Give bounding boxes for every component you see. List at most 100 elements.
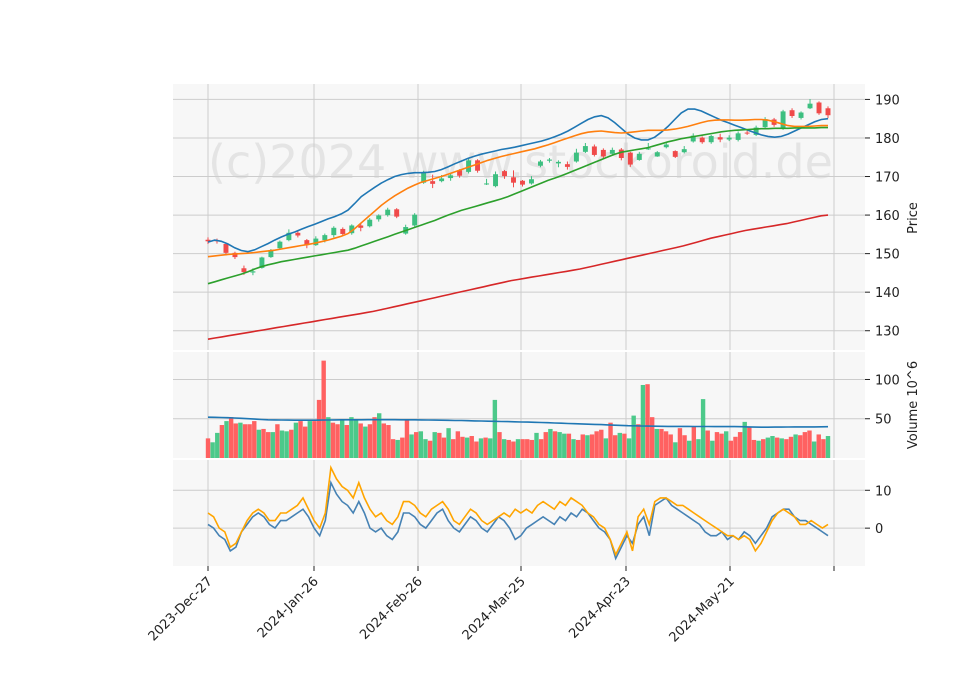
oscillator-y-tick-label: 0 bbox=[875, 522, 883, 537]
volume-bar bbox=[418, 431, 424, 458]
volume-bar bbox=[349, 417, 354, 458]
volume-bar bbox=[659, 428, 664, 458]
volume-bar bbox=[400, 437, 405, 458]
x-tick-label: 2024-Apr-23 bbox=[566, 574, 633, 641]
volume-bar bbox=[821, 439, 826, 458]
volume-bar bbox=[700, 399, 706, 458]
volume-bar bbox=[353, 420, 359, 458]
candle-body-up bbox=[250, 271, 256, 273]
volume-bar bbox=[261, 428, 266, 458]
volume-bar bbox=[742, 421, 747, 458]
volume-bar bbox=[543, 432, 548, 458]
volume-bar bbox=[774, 437, 780, 458]
volume-bar bbox=[488, 438, 493, 458]
volume-bar bbox=[256, 429, 262, 458]
volume-bar bbox=[816, 434, 821, 458]
volume-bar bbox=[575, 439, 581, 458]
volume-bar bbox=[409, 434, 414, 458]
volume-moving-average-line bbox=[207, 416, 829, 429]
volume-bar bbox=[289, 429, 294, 458]
volume-bar bbox=[636, 424, 641, 458]
volume-bar bbox=[228, 417, 234, 458]
volume-bar bbox=[423, 439, 428, 458]
candle-body-down bbox=[816, 102, 822, 114]
candle-body-down bbox=[699, 137, 705, 143]
candle-body-down bbox=[627, 152, 633, 165]
candle-body-up bbox=[735, 133, 741, 140]
volume-bar bbox=[427, 440, 433, 458]
candle-body-up bbox=[681, 149, 687, 153]
volume-bar bbox=[376, 413, 382, 458]
volume-bar bbox=[372, 417, 377, 458]
candle-body-up bbox=[466, 160, 472, 172]
price-y-tick-label: 130 bbox=[875, 325, 900, 340]
volume-bar bbox=[414, 432, 419, 458]
volume-bar bbox=[761, 439, 766, 458]
candle-body-up bbox=[555, 161, 561, 164]
volume-bar bbox=[293, 422, 299, 458]
volume-bar bbox=[474, 441, 479, 458]
price-y-tick-label: 150 bbox=[875, 248, 900, 263]
candle-body-up bbox=[259, 257, 265, 268]
candle-body-up bbox=[780, 111, 786, 129]
x-tick-label: 2024-Jan-26 bbox=[255, 574, 322, 641]
volume-bar bbox=[691, 426, 697, 458]
candle-body-up bbox=[708, 136, 714, 143]
volume-bar bbox=[668, 434, 673, 458]
volume-bar bbox=[205, 438, 211, 458]
volume-bar bbox=[210, 442, 215, 458]
volume-bar bbox=[469, 436, 474, 458]
candle-body-down bbox=[502, 171, 507, 177]
candle-body-up bbox=[412, 214, 418, 226]
volume-bar bbox=[233, 423, 238, 458]
volume-bar bbox=[682, 435, 687, 458]
volume-bar bbox=[626, 438, 632, 458]
volume-axis-label: Volume 10^6 bbox=[906, 361, 921, 449]
volume-bar bbox=[330, 422, 336, 458]
oscillator-line-2 bbox=[207, 464, 829, 557]
candle-body-down bbox=[304, 240, 310, 246]
volume-bar bbox=[756, 440, 761, 458]
volume-bar bbox=[585, 435, 590, 458]
moving-average-line-2 bbox=[207, 118, 828, 258]
x-tick-label: 2024-May-21 bbox=[667, 574, 738, 645]
candle-body-down bbox=[430, 181, 436, 184]
candle-body-down bbox=[600, 149, 606, 157]
volume-bar bbox=[779, 438, 784, 458]
volume-bar bbox=[538, 439, 544, 458]
price-panel-background bbox=[173, 84, 865, 350]
candle-body-up bbox=[753, 127, 759, 135]
volume-bar bbox=[386, 425, 391, 458]
oscillator-line-1 bbox=[207, 480, 829, 561]
candle-body-up bbox=[654, 152, 660, 157]
volume-bar bbox=[802, 432, 808, 458]
volume-bar bbox=[724, 431, 729, 458]
volume-bar bbox=[339, 420, 345, 458]
candle-body-up bbox=[636, 153, 642, 160]
price-y-tick-label: 180 bbox=[875, 132, 900, 147]
candle-body-up bbox=[537, 161, 543, 166]
volume-bar bbox=[358, 423, 363, 458]
volume-bar bbox=[302, 426, 308, 458]
volume-bar bbox=[363, 426, 368, 458]
volume-bar bbox=[279, 430, 285, 458]
candle-body-up bbox=[385, 209, 391, 216]
volume-bar bbox=[460, 436, 465, 458]
candle-body-up bbox=[331, 227, 337, 236]
candle-body-down bbox=[340, 228, 346, 234]
volume-bar bbox=[663, 431, 669, 458]
candle-body-down bbox=[825, 108, 831, 116]
x-tick-label: 2023-Dec-27 bbox=[146, 574, 216, 644]
candle-body-up bbox=[313, 238, 319, 246]
volume-bar bbox=[571, 439, 576, 458]
volume-bar bbox=[270, 432, 275, 458]
volume-bar bbox=[432, 432, 437, 458]
volume-bar bbox=[215, 432, 220, 458]
volume-bar bbox=[316, 399, 322, 458]
candle-body-up bbox=[268, 250, 274, 258]
candle-body-up bbox=[439, 178, 445, 182]
volume-bar bbox=[224, 421, 229, 458]
volume-bar bbox=[529, 439, 535, 458]
candle-body-down bbox=[475, 160, 481, 171]
candle-body-up bbox=[762, 119, 768, 128]
